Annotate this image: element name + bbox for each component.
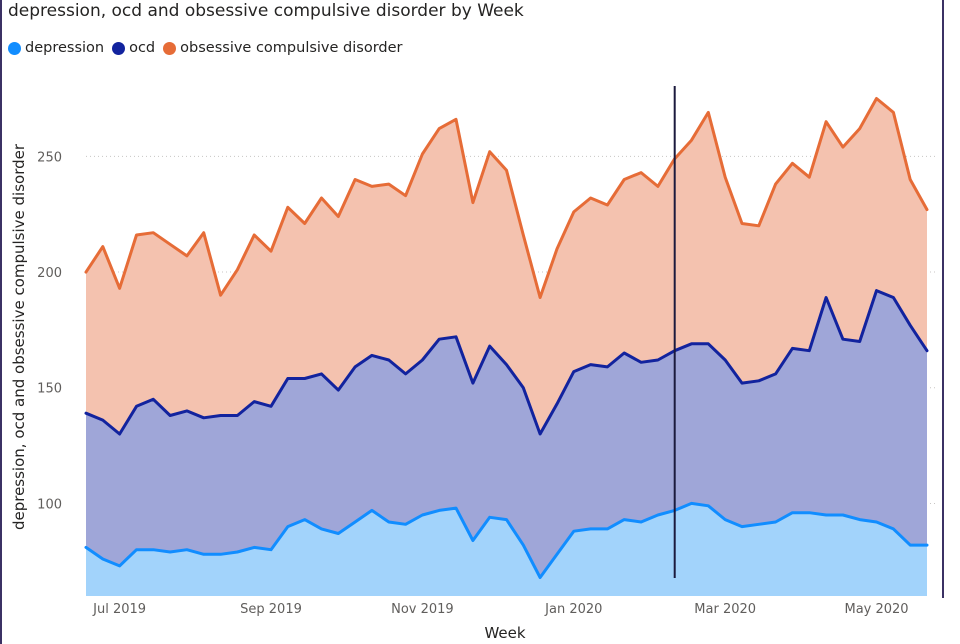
series-lines xyxy=(84,97,929,579)
obsessive-compulsive-disorder-line xyxy=(84,97,929,299)
x-tick-label-0: Jul 2019 xyxy=(92,602,146,617)
ocd-line xyxy=(84,289,929,436)
right-border xyxy=(942,0,944,598)
legend-item-ocd[interactable]: ocd xyxy=(112,40,155,56)
legend-label-depression: depression xyxy=(25,40,105,56)
y-tick-label-200: 200 xyxy=(37,266,62,281)
x-tick-label-5: May 2020 xyxy=(844,602,908,617)
depression-area xyxy=(86,503,927,596)
y-axis-ticks: 100 150 200 250 xyxy=(37,150,62,512)
legend: depression ocd obsessive compulsive diso… xyxy=(8,38,411,58)
legend-item-obsessive-compulsive-disorder[interactable]: obsessive compulsive disorder xyxy=(163,40,403,56)
x-axis-ticks: Jul 2019 Sep 2019 Nov 2019 Jan 2020 Mar 2020… xyxy=(92,602,908,617)
chart-title: depression, ocd and obsessive compulsive… xyxy=(8,1,524,21)
y-tick-label-100: 100 xyxy=(37,497,62,512)
legend-label-ocd: ocd xyxy=(129,40,156,56)
y-tick-label-250: 250 xyxy=(37,150,62,165)
depression-line xyxy=(84,501,929,579)
series-areas xyxy=(86,98,927,596)
left-border xyxy=(0,0,2,644)
x-tick-label-3: Jan 2020 xyxy=(544,602,602,617)
y-axis-title: depression, ocd and obsessive compulsive… xyxy=(10,143,28,530)
legend-item-depression[interactable]: depression xyxy=(8,40,104,56)
x-tick-label-4: Mar 2020 xyxy=(694,602,756,617)
legend-marker-depression xyxy=(8,41,21,55)
y-tick-label-150: 150 xyxy=(37,382,62,397)
x-tick-label-1: Sep 2019 xyxy=(240,602,302,617)
x-tick-label-2: Nov 2019 xyxy=(391,602,454,617)
x-axis-title: Week xyxy=(484,624,525,642)
legend-marker-ocd xyxy=(112,41,126,55)
legend-marker-obsessive-compulsive-disorder xyxy=(163,41,177,55)
legend-label-obsessive-compulsive-disorder: obsessive compulsive disorder xyxy=(180,40,403,56)
